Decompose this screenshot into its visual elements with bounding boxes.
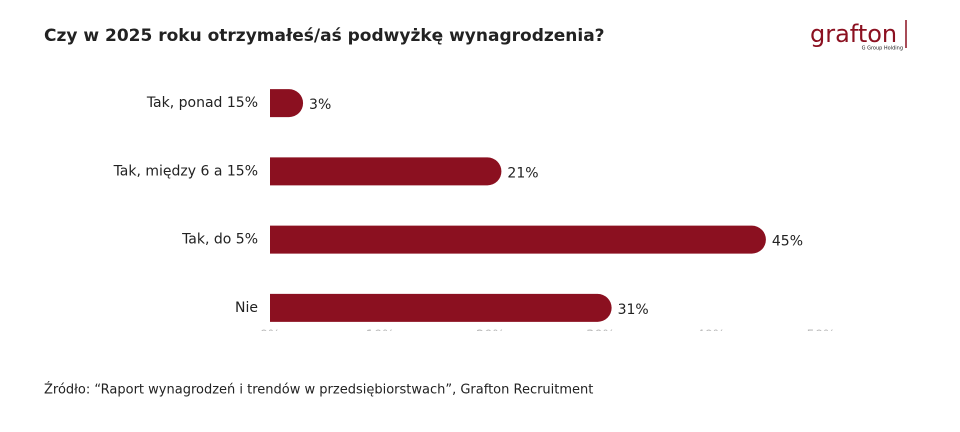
y-tick-label: Tak, między 6 a 15% <box>113 163 258 179</box>
x-tick-label: 50% <box>807 329 836 344</box>
x-axis: 0% 10% 20% 30% 40% 50% <box>260 329 836 344</box>
y-tick-label: Tak, do 5% <box>181 232 258 248</box>
y-tick-label: Tak, ponad 15% <box>146 95 258 111</box>
bar <box>270 293 612 322</box>
logo: grafton <box>810 20 897 48</box>
x-tick-label: 20% <box>476 329 505 344</box>
bar <box>270 225 766 254</box>
chart-title: Czy w 2025 roku otrzymałeś/aś podwyżkę w… <box>44 26 605 46</box>
x-tick-label: 0% <box>260 329 281 344</box>
value-label: 21% <box>507 165 538 181</box>
bar <box>270 89 304 118</box>
value-label: 3% <box>309 97 331 113</box>
x-tick-label: 40% <box>696 329 725 344</box>
x-tick-label: 10% <box>366 329 395 344</box>
y-tick-label: Nie <box>235 300 258 316</box>
x-tick-label: 30% <box>586 329 615 344</box>
bar <box>270 157 502 186</box>
logo-tagline: G Group Holding <box>862 46 903 52</box>
source: Źródło: “Raport wynagrodzeń i trendów w … <box>44 382 593 398</box>
value-label: 45% <box>772 234 803 250</box>
value-label: 31% <box>618 302 649 318</box>
